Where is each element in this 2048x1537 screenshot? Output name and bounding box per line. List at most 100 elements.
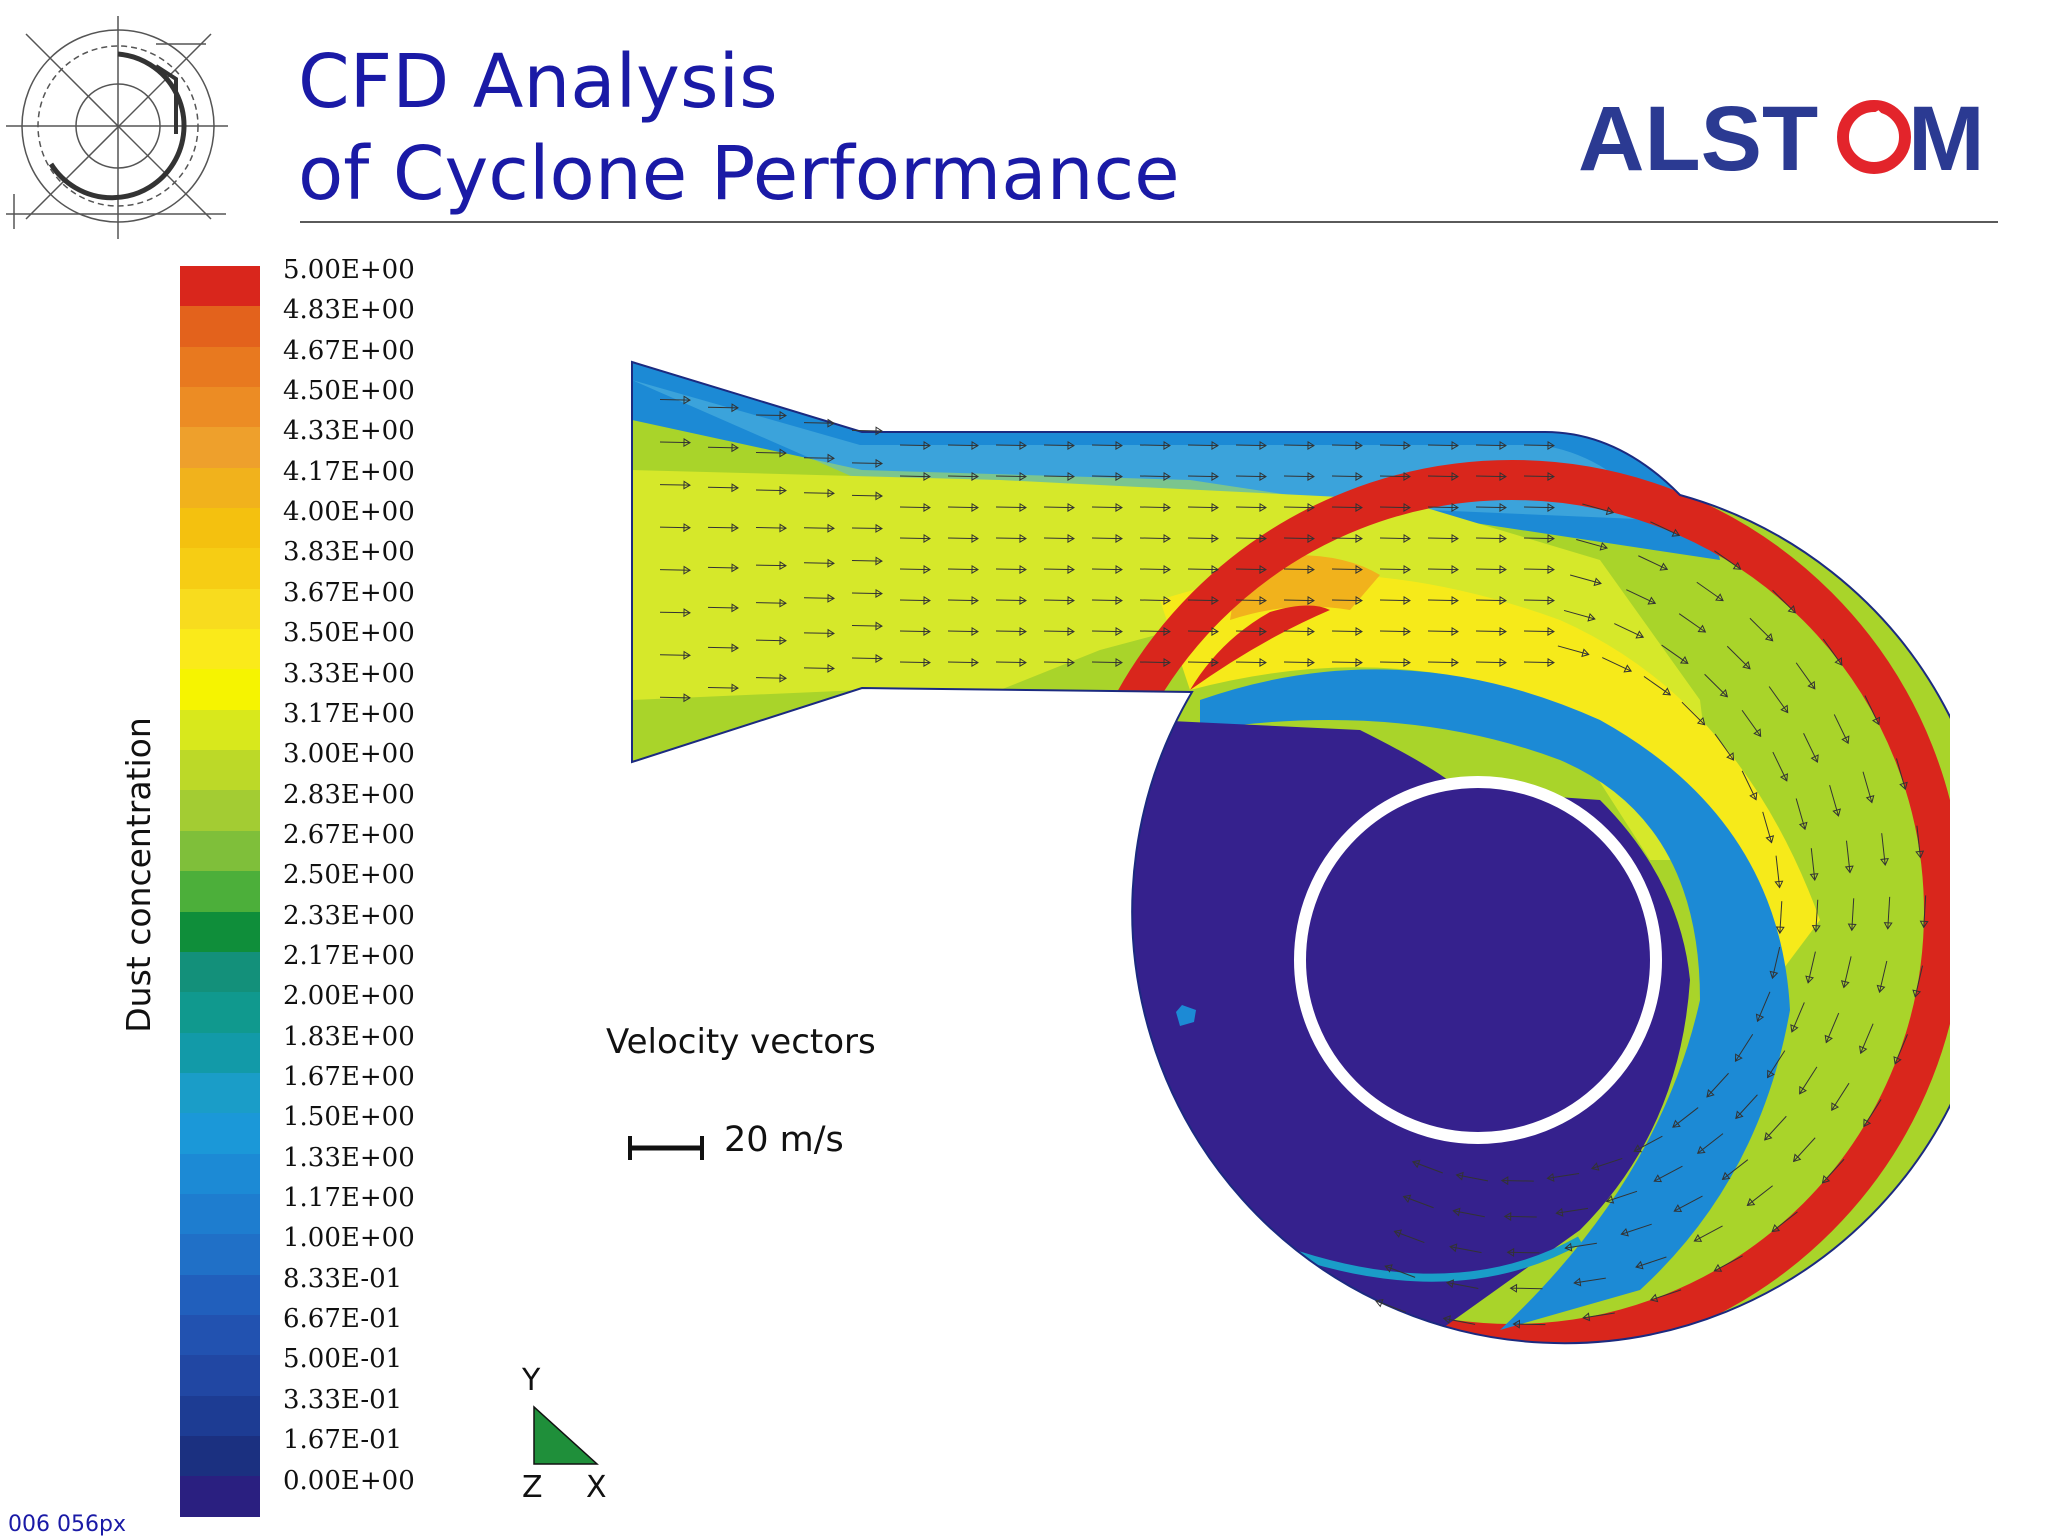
- velocity-vector-head: [1798, 821, 1808, 831]
- velocity-vector: [1638, 555, 1668, 570]
- velocity-vector: [1139, 506, 1171, 509]
- velocity-vector-head: [1671, 528, 1681, 537]
- velocity-vector-head: [1451, 533, 1459, 543]
- velocity-vector-head: [923, 440, 931, 450]
- velocity-vector-head: [1893, 1056, 1902, 1065]
- velocity-vector: [1091, 506, 1123, 509]
- velocity-vector: [659, 526, 691, 529]
- velocity-vector-head: [683, 438, 691, 448]
- velocity-vector-head: [1746, 1197, 1756, 1207]
- velocity-vector-head: [1809, 873, 1819, 881]
- velocity-vector: [1379, 506, 1411, 509]
- velocity-vector: [803, 492, 835, 494]
- velocity-vector: [1523, 537, 1555, 540]
- velocity-vector-head: [1067, 657, 1075, 667]
- velocity-vector: [1653, 1165, 1683, 1182]
- inlet-yellow-green: [632, 470, 1720, 860]
- velocity-vector: [1851, 898, 1855, 931]
- velocity-vector-head: [1840, 980, 1850, 989]
- cyclone-contour-plot: [631, 360, 1950, 1345]
- swirl-blue-band: [1200, 669, 1790, 1330]
- velocity-vector-head: [1307, 471, 1315, 481]
- velocity-vector-head: [1163, 657, 1171, 667]
- velocity-vector: [1384, 1265, 1416, 1278]
- velocity-vector-head: [1019, 471, 1027, 481]
- colorbar: [180, 266, 260, 1517]
- colorbar-tick-label: 2.83E+00: [283, 779, 415, 810]
- velocity-vector: [1043, 599, 1075, 602]
- velocity-vector: [1576, 539, 1608, 549]
- velocity-vector-head: [923, 595, 931, 605]
- velocity-vector-head: [1451, 657, 1459, 667]
- velocity-vector-head: [875, 654, 883, 664]
- velocity-vector: [1235, 599, 1267, 602]
- velocity-vector-head: [1451, 626, 1459, 636]
- page-note: 006 056px: [8, 1512, 126, 1537]
- colorbar-swatch: [180, 992, 260, 1033]
- velocity-vector-head: [683, 523, 691, 533]
- colorbar-swatch: [180, 306, 260, 347]
- colorbar-tick-label: 4.83E+00: [283, 295, 415, 326]
- velocity-vector: [1427, 537, 1459, 540]
- colorbar-tick-label: 2.00E+00: [283, 981, 415, 1012]
- velocity-vector-head: [971, 657, 979, 667]
- velocity-vector-head: [779, 485, 787, 495]
- velocity-vector-head: [827, 558, 835, 568]
- colorbar-swatch: [180, 588, 260, 630]
- velocity-vector-head: [923, 533, 931, 543]
- velocity-vector-head: [1593, 577, 1602, 587]
- velocity-vector: [1650, 1289, 1682, 1301]
- velocity-vector: [851, 625, 883, 627]
- velocity-vector-head: [1067, 595, 1075, 605]
- velocity-vector-head: [1307, 595, 1315, 605]
- velocity-vector: [1633, 1135, 1663, 1152]
- velocity-vector-head: [1211, 533, 1219, 543]
- velocity-vector-head: [731, 443, 739, 453]
- velocity-vector: [1379, 444, 1411, 447]
- velocity-vector: [995, 630, 1027, 633]
- velocity-vector: [1795, 662, 1816, 690]
- velocity-vector: [1602, 657, 1632, 672]
- velocity-vector-head: [1163, 595, 1171, 605]
- velocity-vector-head: [1547, 657, 1555, 667]
- velocity-vector: [1771, 1211, 1798, 1232]
- velocity-vector-head: [1384, 1264, 1393, 1273]
- colorbar-tick-label: 1.00E+00: [283, 1223, 415, 1254]
- velocity-vector: [1807, 951, 1816, 983]
- velocity-vector: [1283, 599, 1315, 602]
- velocity-vector-head: [1307, 533, 1315, 543]
- velocity-vector-head: [1799, 1085, 1807, 1095]
- velocity-vector-head: [827, 628, 835, 638]
- velocity-vector-head: [1259, 564, 1267, 574]
- velocity-vector: [947, 444, 979, 447]
- velocity-vector-head: [731, 483, 739, 493]
- velocity-vector-head: [1403, 533, 1411, 543]
- colorbar-swatch: [180, 548, 260, 589]
- colorbar-swatch: [180, 709, 260, 751]
- velocity-vector-head: [827, 453, 835, 463]
- velocity-vector-head: [1403, 657, 1411, 667]
- velocity-vector: [1563, 609, 1595, 620]
- velocity-vector: [947, 506, 979, 509]
- velocity-vector: [755, 451, 787, 454]
- velocity-vector-head: [1810, 754, 1819, 763]
- velocity-vector-head: [1899, 781, 1908, 791]
- velocity-vector-head: [779, 673, 787, 683]
- velocity-vector-head: [1587, 612, 1596, 622]
- velocity-vector: [1829, 785, 1839, 817]
- velocity-vector-head: [875, 458, 883, 468]
- velocity-vector-head: [1753, 728, 1762, 738]
- colorbar-swatch: [180, 951, 260, 993]
- velocity-vector-head: [1735, 1110, 1744, 1120]
- colorbar-tick-label: 3.50E+00: [283, 618, 415, 649]
- velocity-vector: [1450, 1246, 1482, 1254]
- velocity-vector: [851, 559, 883, 562]
- colorbar-tick-label: 8.33E-01: [283, 1263, 403, 1294]
- velocity-vector: [899, 568, 931, 571]
- velocity-vector-field: [659, 395, 1929, 1329]
- velocity-vector-head: [1774, 880, 1784, 889]
- colorbar-swatch: [180, 508, 260, 549]
- velocity-vector: [803, 597, 835, 599]
- velocity-vector-head: [1581, 648, 1590, 658]
- velocity-vector: [1139, 630, 1171, 633]
